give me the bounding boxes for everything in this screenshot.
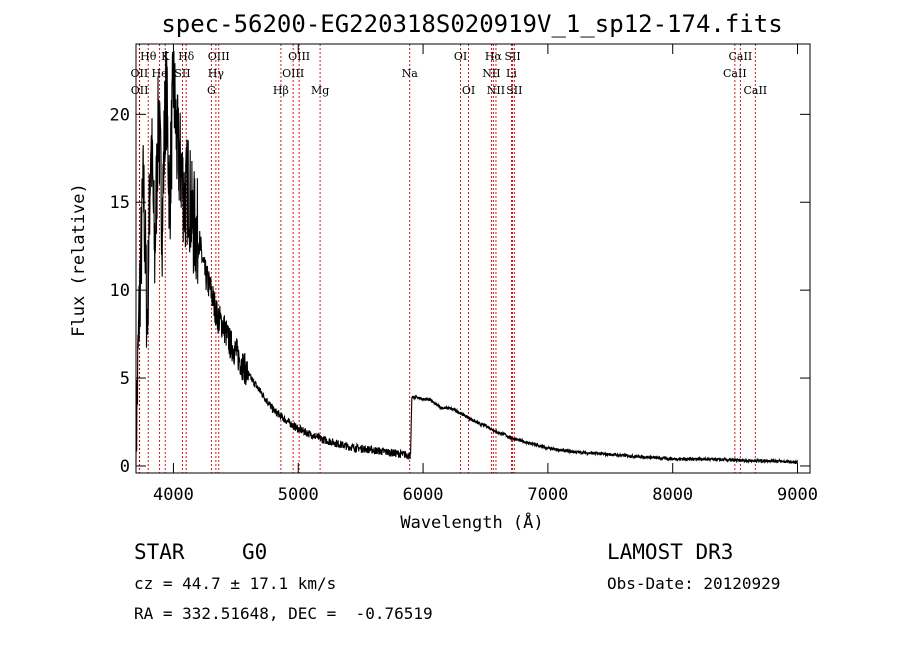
x-tick-label-4: 8000 <box>652 485 693 505</box>
line-label-23: NII <box>487 84 505 97</box>
line-label-11: SII <box>174 67 190 80</box>
line-label-6: Hα <box>485 50 503 63</box>
object-class: STAR <box>134 540 185 564</box>
line-label-24: SII <box>506 84 522 97</box>
plot-frame <box>135 43 811 474</box>
spectral-line-markers <box>138 44 756 473</box>
y-tick-label-3: 15 <box>110 193 130 213</box>
line-label-4: OIII <box>288 50 310 63</box>
y-tick-label-2: 10 <box>110 281 130 301</box>
x-tick-label-1: 5000 <box>278 485 319 505</box>
line-label-25: CaII <box>743 84 767 97</box>
line-label-19: G <box>207 84 216 97</box>
line-label-20: Hβ <box>273 84 289 97</box>
object-subclass: G0 <box>242 540 268 564</box>
y-axis-ticks: 0 5 10 15 20 <box>110 105 810 477</box>
chart-title: spec-56200-EG220318S020919V_1_sp12-174.f… <box>161 10 782 38</box>
line-label-5: OI <box>454 50 467 63</box>
x-tick-label-3: 7000 <box>527 485 568 505</box>
x-tick-label-0: 4000 <box>153 485 194 505</box>
line-label-17: CaII <box>723 67 747 80</box>
y-tick-label-1: 5 <box>120 369 130 389</box>
line-label-15: NII <box>482 67 500 80</box>
line-label-16: Li <box>506 67 517 80</box>
line-label-7: SII <box>504 50 520 63</box>
redshift-text: cz = 44.7 ± 17.1 km/s <box>134 574 337 593</box>
line-label-3: OIII <box>208 50 230 63</box>
y-axis-label: Flux (relative) <box>69 183 89 337</box>
spectrum-line <box>135 50 798 466</box>
x-tick-label-2: 6000 <box>403 485 444 505</box>
line-label-21: Mg <box>311 84 329 97</box>
x-axis-ticks: 4000 5000 6000 7000 8000 9000 <box>153 44 818 505</box>
line-label-8: CaII <box>729 50 753 63</box>
line-label-14: Na <box>402 67 419 80</box>
line-label-2: Hδ <box>178 50 195 63</box>
line-label-9: OII <box>131 67 149 80</box>
obs-date: Obs-Date: 20120929 <box>607 574 781 593</box>
line-label-22: OI <box>462 84 475 97</box>
line-label-18: OII <box>131 84 149 97</box>
line-label-0: Hθ <box>140 50 157 63</box>
survey-name: LAMOST DR3 <box>607 540 734 564</box>
y-tick-label-0: 0 <box>120 457 130 477</box>
line-label-10: He <box>152 67 168 80</box>
line-label-13: OIII <box>282 67 304 80</box>
coordinates: RA = 332.51648, DEC = -0.76519 <box>134 604 433 623</box>
x-tick-label-5: 9000 <box>777 485 818 505</box>
y-tick-label-4: 20 <box>110 105 130 125</box>
x-axis-label: Wavelength (Å) <box>400 511 543 533</box>
line-label-12: Hγ <box>208 67 225 80</box>
